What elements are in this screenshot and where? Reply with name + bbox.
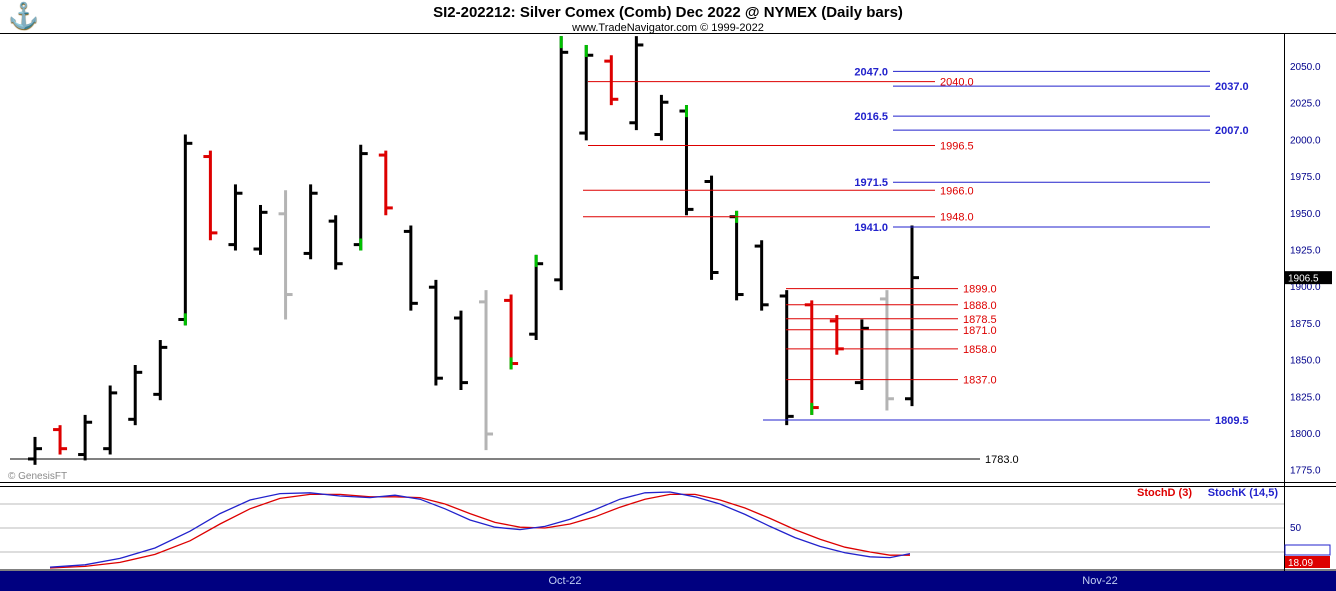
- price-axis-label: 1950.0: [1290, 209, 1321, 220]
- price-axis-label: 1900.0: [1290, 282, 1321, 293]
- price-chart-plot[interactable]: 2047.0 2040.0 2037.0 2016.5 2007.0 1996.5 1971…: [0, 33, 1336, 483]
- level-label-2007.0: 2007.0: [1215, 125, 1249, 137]
- price-bar: [854, 319, 869, 390]
- price-axis-label: 2025.0: [1290, 99, 1321, 110]
- level-label-1837.0: 1837.0: [963, 375, 997, 387]
- genesis-logo-icon: ⚓: [8, 2, 40, 30]
- level-label-1878.5: 1878.5: [963, 314, 997, 326]
- last-price-box: [1284, 271, 1332, 285]
- price-axis-label: 1850.0: [1290, 356, 1321, 367]
- price-bar: [228, 184, 243, 251]
- price-bar: [103, 385, 118, 455]
- price-bar: [378, 150, 393, 216]
- level-label-1966.0: 1966.0: [940, 185, 974, 197]
- price-bar: [78, 414, 93, 461]
- level-label-1809.5: 1809.5: [1215, 415, 1249, 427]
- price-bar: [504, 294, 519, 370]
- date-label-nov: Nov-22: [1082, 575, 1118, 587]
- level-label-1783.0: 1783.0: [985, 454, 1019, 466]
- stochk-legend: StochK (14,5): [1208, 487, 1279, 499]
- stochd-legend: StochD (3): [1137, 487, 1192, 499]
- stochk-value-box: [1284, 544, 1331, 556]
- price-bar: [479, 290, 494, 451]
- price-bar: [529, 254, 544, 341]
- price-bar: [128, 364, 143, 426]
- price-bar: [704, 175, 719, 280]
- price-bar: [729, 210, 744, 301]
- price-axis-label: 1925.0: [1290, 245, 1321, 256]
- date-axis: Oct-22 Nov-22: [0, 571, 1336, 591]
- price-axis-label: 1825.0: [1290, 392, 1321, 403]
- chart-title: SI2-202212: Silver Comex (Comb) Dec 2022…: [433, 4, 903, 21]
- stochd-value-box: [1285, 556, 1330, 568]
- price-bar: [303, 184, 318, 260]
- last-price-value: 1906.5: [1288, 274, 1319, 285]
- price-axis-label: 1875.0: [1290, 319, 1321, 330]
- level-label-2047.0: 2047.0: [854, 66, 888, 78]
- price-bar: [654, 94, 669, 141]
- price-bar: [804, 300, 819, 415]
- price-bar: [679, 105, 694, 216]
- price-axis-label: 2000.0: [1290, 135, 1321, 146]
- price-bar: [203, 150, 218, 241]
- price-bar: [253, 204, 268, 255]
- level-label-1858.0: 1858.0: [963, 344, 997, 356]
- price-axis-label: 1975.0: [1290, 172, 1321, 183]
- level-label-2037.0: 2037.0: [1215, 81, 1249, 93]
- price-bar: [278, 190, 293, 320]
- level-label-1871.0: 1871.0: [963, 325, 997, 337]
- stochk-line: [49, 491, 911, 568]
- price-bar: [178, 134, 193, 326]
- price-bar: [328, 215, 343, 270]
- price-bar: [554, 36, 569, 291]
- chart-header: SI2-202212: Silver Comex (Comb) Dec 2022…: [0, 0, 1336, 34]
- price-bar: [779, 290, 794, 426]
- level-label-1941.0: 1941.0: [854, 222, 888, 234]
- level-label-1948.0: 1948.0: [940, 212, 974, 224]
- price-bar: [28, 436, 42, 465]
- level-label-1899.0: 1899.0: [963, 284, 997, 296]
- price-bar: [904, 225, 919, 407]
- price-bar: [353, 144, 368, 251]
- price-bar: [403, 225, 418, 311]
- genesis-credit: © GenesisFT: [8, 471, 68, 482]
- price-bar: [754, 240, 769, 311]
- price-bar: [629, 36, 644, 131]
- level-label-1888.0: 1888.0: [963, 300, 997, 312]
- level-label-1971.5: 1971.5: [854, 177, 888, 189]
- price-bar: [53, 425, 68, 455]
- level-label-2040.0: 2040.0: [940, 77, 974, 89]
- price-bar: [453, 310, 468, 390]
- price-axis-label: 1775.0: [1290, 466, 1321, 477]
- price-bar: [604, 55, 619, 106]
- stochd-value: 18.09: [1288, 558, 1313, 569]
- level-label-2016.5: 2016.5: [854, 111, 888, 123]
- price-bar: [153, 340, 168, 401]
- price-bar: [879, 290, 894, 411]
- price-axis-label: 2050.0: [1290, 62, 1321, 73]
- stochastic-panel[interactable]: StochD (3) StochK (14,5) 50 18.09: [0, 483, 1336, 571]
- stoch-axis-label: 50: [1290, 523, 1302, 534]
- level-label-1996.5: 1996.5: [940, 141, 974, 153]
- price-bar: [579, 44, 594, 141]
- chart-subtitle: www.TradeNavigator.com © 1999-2022: [572, 22, 764, 34]
- price-bar: [428, 279, 443, 386]
- price-axis-label: 1800.0: [1290, 429, 1321, 440]
- date-label-oct: Oct-22: [548, 575, 582, 587]
- stochd-line: [49, 493, 910, 569]
